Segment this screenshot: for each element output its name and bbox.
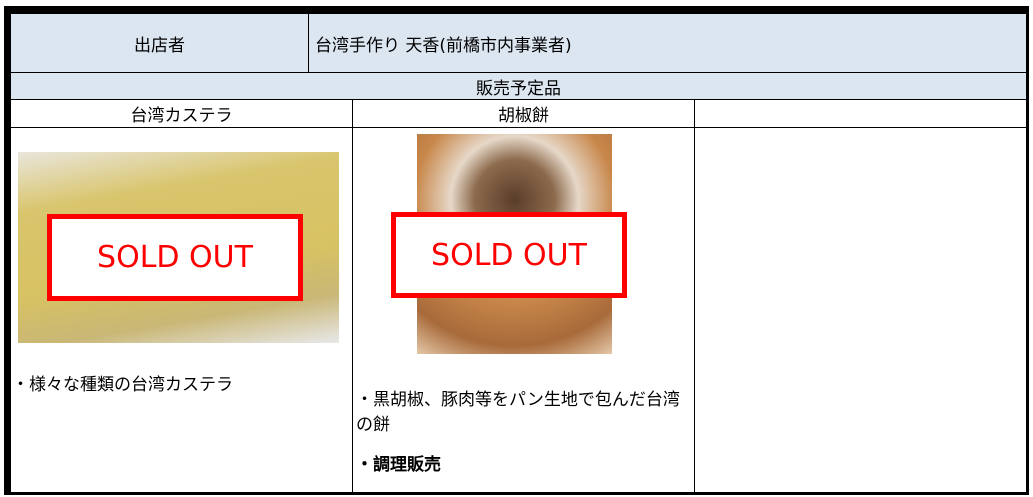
empty-cell <box>694 99 1027 128</box>
header-label: 出店者 <box>10 13 309 73</box>
item-description: ・様々な種類の台湾カステラ <box>12 375 233 395</box>
section-title: 販売予定品 <box>10 72 1027 100</box>
item-name: 台湾カステラ <box>10 99 353 128</box>
table-frame <box>4 6 1029 495</box>
item-description: ・黒胡椒、豚肉等をパン生地で包んだ台湾の餅 <box>356 390 680 435</box>
empty-cell <box>694 127 1027 493</box>
item-note: ・調理販売 <box>356 455 441 475</box>
sold-out-badge: SOLD OUT <box>391 212 627 298</box>
item-name: 胡椒餅 <box>352 99 695 128</box>
sold-out-badge: SOLD OUT <box>47 214 303 301</box>
header-value: 台湾手作り 天香(前橋市内事業者) <box>308 13 1027 73</box>
